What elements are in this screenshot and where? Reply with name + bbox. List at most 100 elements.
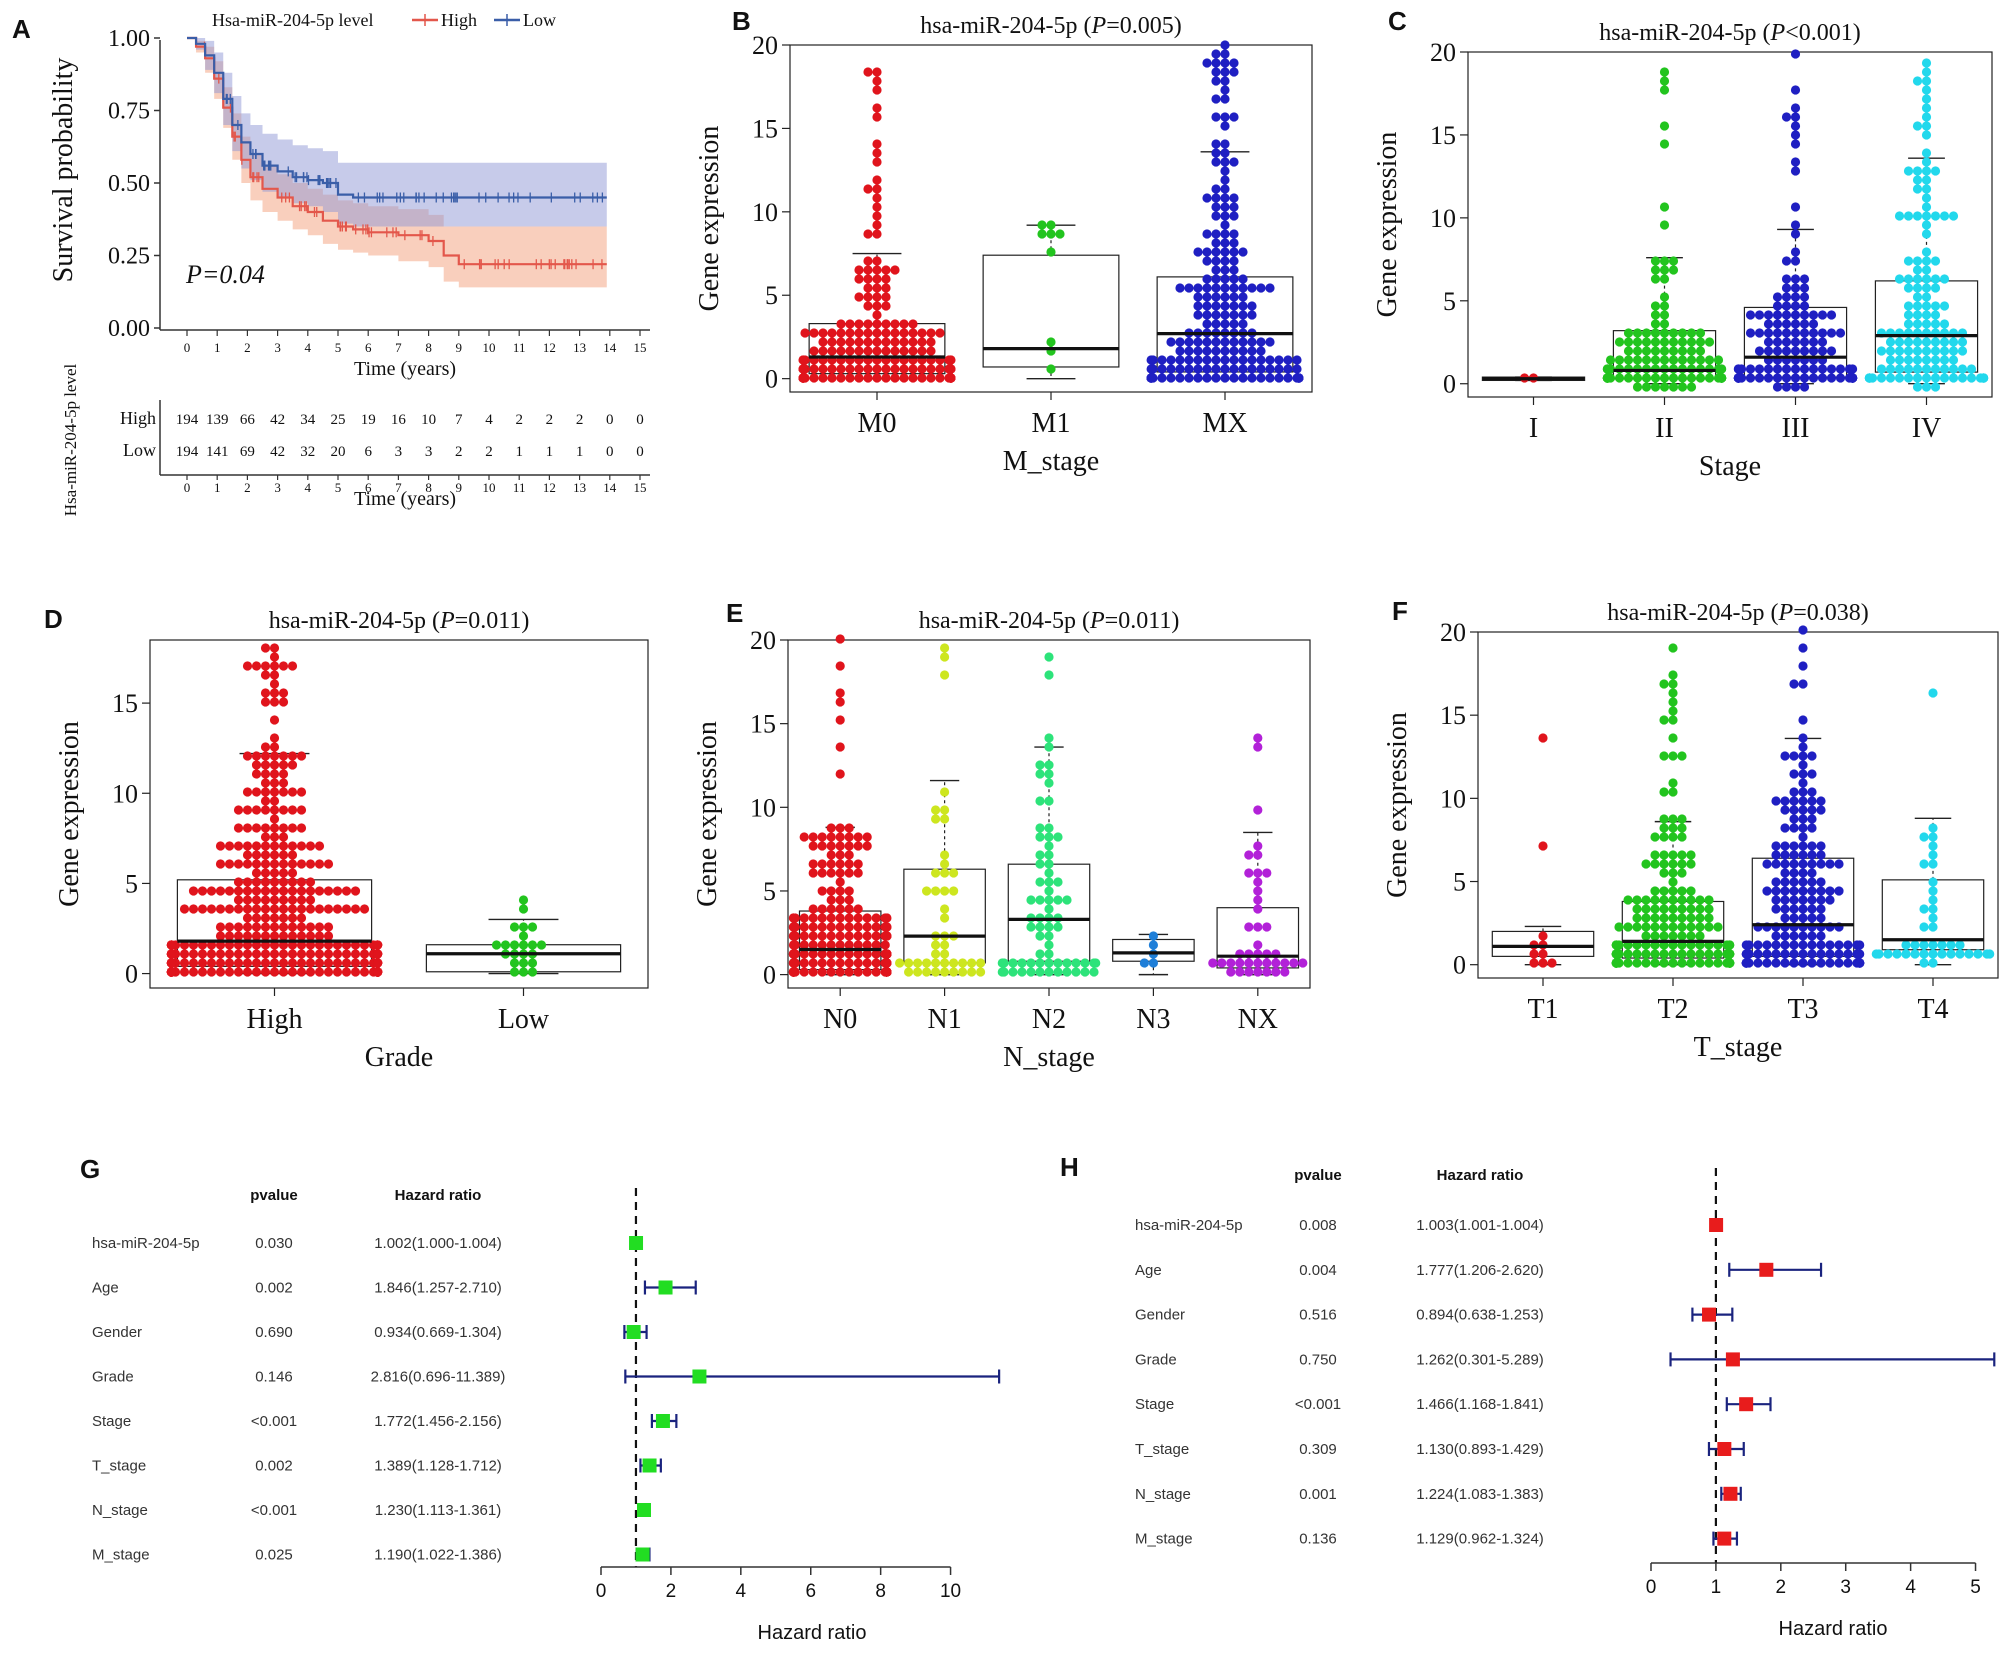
risk-count: 2 xyxy=(485,444,493,460)
data-point xyxy=(845,346,855,356)
data-point xyxy=(1668,949,1678,959)
data-point xyxy=(1966,373,1977,383)
data-point xyxy=(1641,337,1652,347)
data-point xyxy=(305,922,316,932)
data-point xyxy=(1253,742,1263,752)
title-p: P xyxy=(1089,608,1105,634)
data-point xyxy=(1184,337,1194,347)
data-point xyxy=(1912,310,1923,320)
data-point xyxy=(278,841,289,851)
data-point xyxy=(872,220,882,230)
risk-x-tick-label: 10 xyxy=(483,480,496,495)
x-tick-label: High xyxy=(247,1004,303,1035)
data-point xyxy=(1957,337,1968,347)
data-point xyxy=(1704,922,1714,932)
data-point xyxy=(1211,193,1221,203)
data-point xyxy=(1771,886,1781,896)
data-point xyxy=(206,967,217,977)
data-point xyxy=(1921,202,1932,212)
data-point xyxy=(872,103,882,113)
data-point xyxy=(1695,949,1705,959)
data-point xyxy=(835,949,845,959)
data-point xyxy=(323,922,334,932)
data-point xyxy=(1623,949,1633,959)
data-point xyxy=(197,967,208,977)
title-part: hsa-miR-204-5p ( xyxy=(920,13,1091,39)
data-point xyxy=(926,346,936,356)
data-point xyxy=(1247,373,1257,383)
data-point xyxy=(278,760,289,770)
data-point xyxy=(1790,328,1801,338)
data-point xyxy=(1939,337,1950,347)
data-point xyxy=(1229,310,1239,320)
y-axis-title: Gene expression xyxy=(1372,132,1403,318)
data-point xyxy=(1602,364,1613,374)
data-point xyxy=(1247,283,1257,293)
data-point xyxy=(242,931,253,941)
data-point xyxy=(940,940,950,950)
data-point xyxy=(1244,850,1254,860)
data-point xyxy=(895,958,905,968)
data-point xyxy=(278,895,289,905)
data-point xyxy=(808,931,818,941)
data-point xyxy=(1202,193,1212,203)
data-point xyxy=(341,886,352,896)
data-point xyxy=(1659,337,1670,347)
x-axis-title: M_stage xyxy=(1003,446,1099,477)
data-point xyxy=(1283,364,1293,374)
data-point xyxy=(1695,895,1705,905)
data-point xyxy=(269,661,280,671)
data-point xyxy=(1238,346,1248,356)
data-point xyxy=(1220,157,1230,167)
data-point xyxy=(251,895,262,905)
y-tick-label: 10 xyxy=(752,198,778,227)
data-point xyxy=(1668,679,1678,689)
data-point xyxy=(1930,382,1941,392)
data-point xyxy=(931,958,941,968)
data-point xyxy=(269,823,280,833)
data-point xyxy=(940,904,950,914)
data-point xyxy=(890,265,900,275)
data-point xyxy=(1017,967,1027,977)
data-point xyxy=(1903,346,1914,356)
data-point xyxy=(1193,355,1203,365)
data-point xyxy=(788,958,799,968)
data-point xyxy=(1253,850,1263,860)
hr-marker xyxy=(635,1547,650,1562)
data-point xyxy=(1238,283,1248,293)
data-point xyxy=(341,904,352,914)
data-point xyxy=(809,364,819,374)
data-point xyxy=(1903,301,1914,311)
data-point xyxy=(1817,373,1828,383)
data-point xyxy=(1632,904,1642,914)
data-point xyxy=(1754,373,1765,383)
data-point xyxy=(1912,175,1923,185)
data-point xyxy=(1211,310,1221,320)
data-point xyxy=(1220,256,1230,266)
data-point xyxy=(1789,805,1799,815)
data-point xyxy=(1262,868,1272,878)
data-point xyxy=(817,922,827,932)
data-point xyxy=(1089,967,1099,977)
data-point xyxy=(1650,949,1660,959)
data-point xyxy=(1733,373,1744,383)
data-point xyxy=(1175,373,1185,383)
data-point xyxy=(1247,310,1257,320)
data-point xyxy=(817,841,827,851)
group-t2 xyxy=(1611,643,1735,968)
data-point xyxy=(1202,373,1212,383)
data-point xyxy=(1220,229,1230,239)
data-point xyxy=(1035,895,1045,905)
data-point xyxy=(251,760,262,770)
x-axis-title: Stage xyxy=(1699,451,1761,482)
data-point xyxy=(899,373,909,383)
panel-letter-e: E xyxy=(726,598,743,628)
data-point xyxy=(1733,364,1744,374)
y-tick-label: 10 xyxy=(112,779,138,808)
data-point xyxy=(799,958,809,968)
data-point xyxy=(881,274,891,284)
data-point xyxy=(269,796,280,806)
data-point xyxy=(899,319,909,329)
data-point xyxy=(233,841,244,851)
data-point xyxy=(1659,301,1670,311)
